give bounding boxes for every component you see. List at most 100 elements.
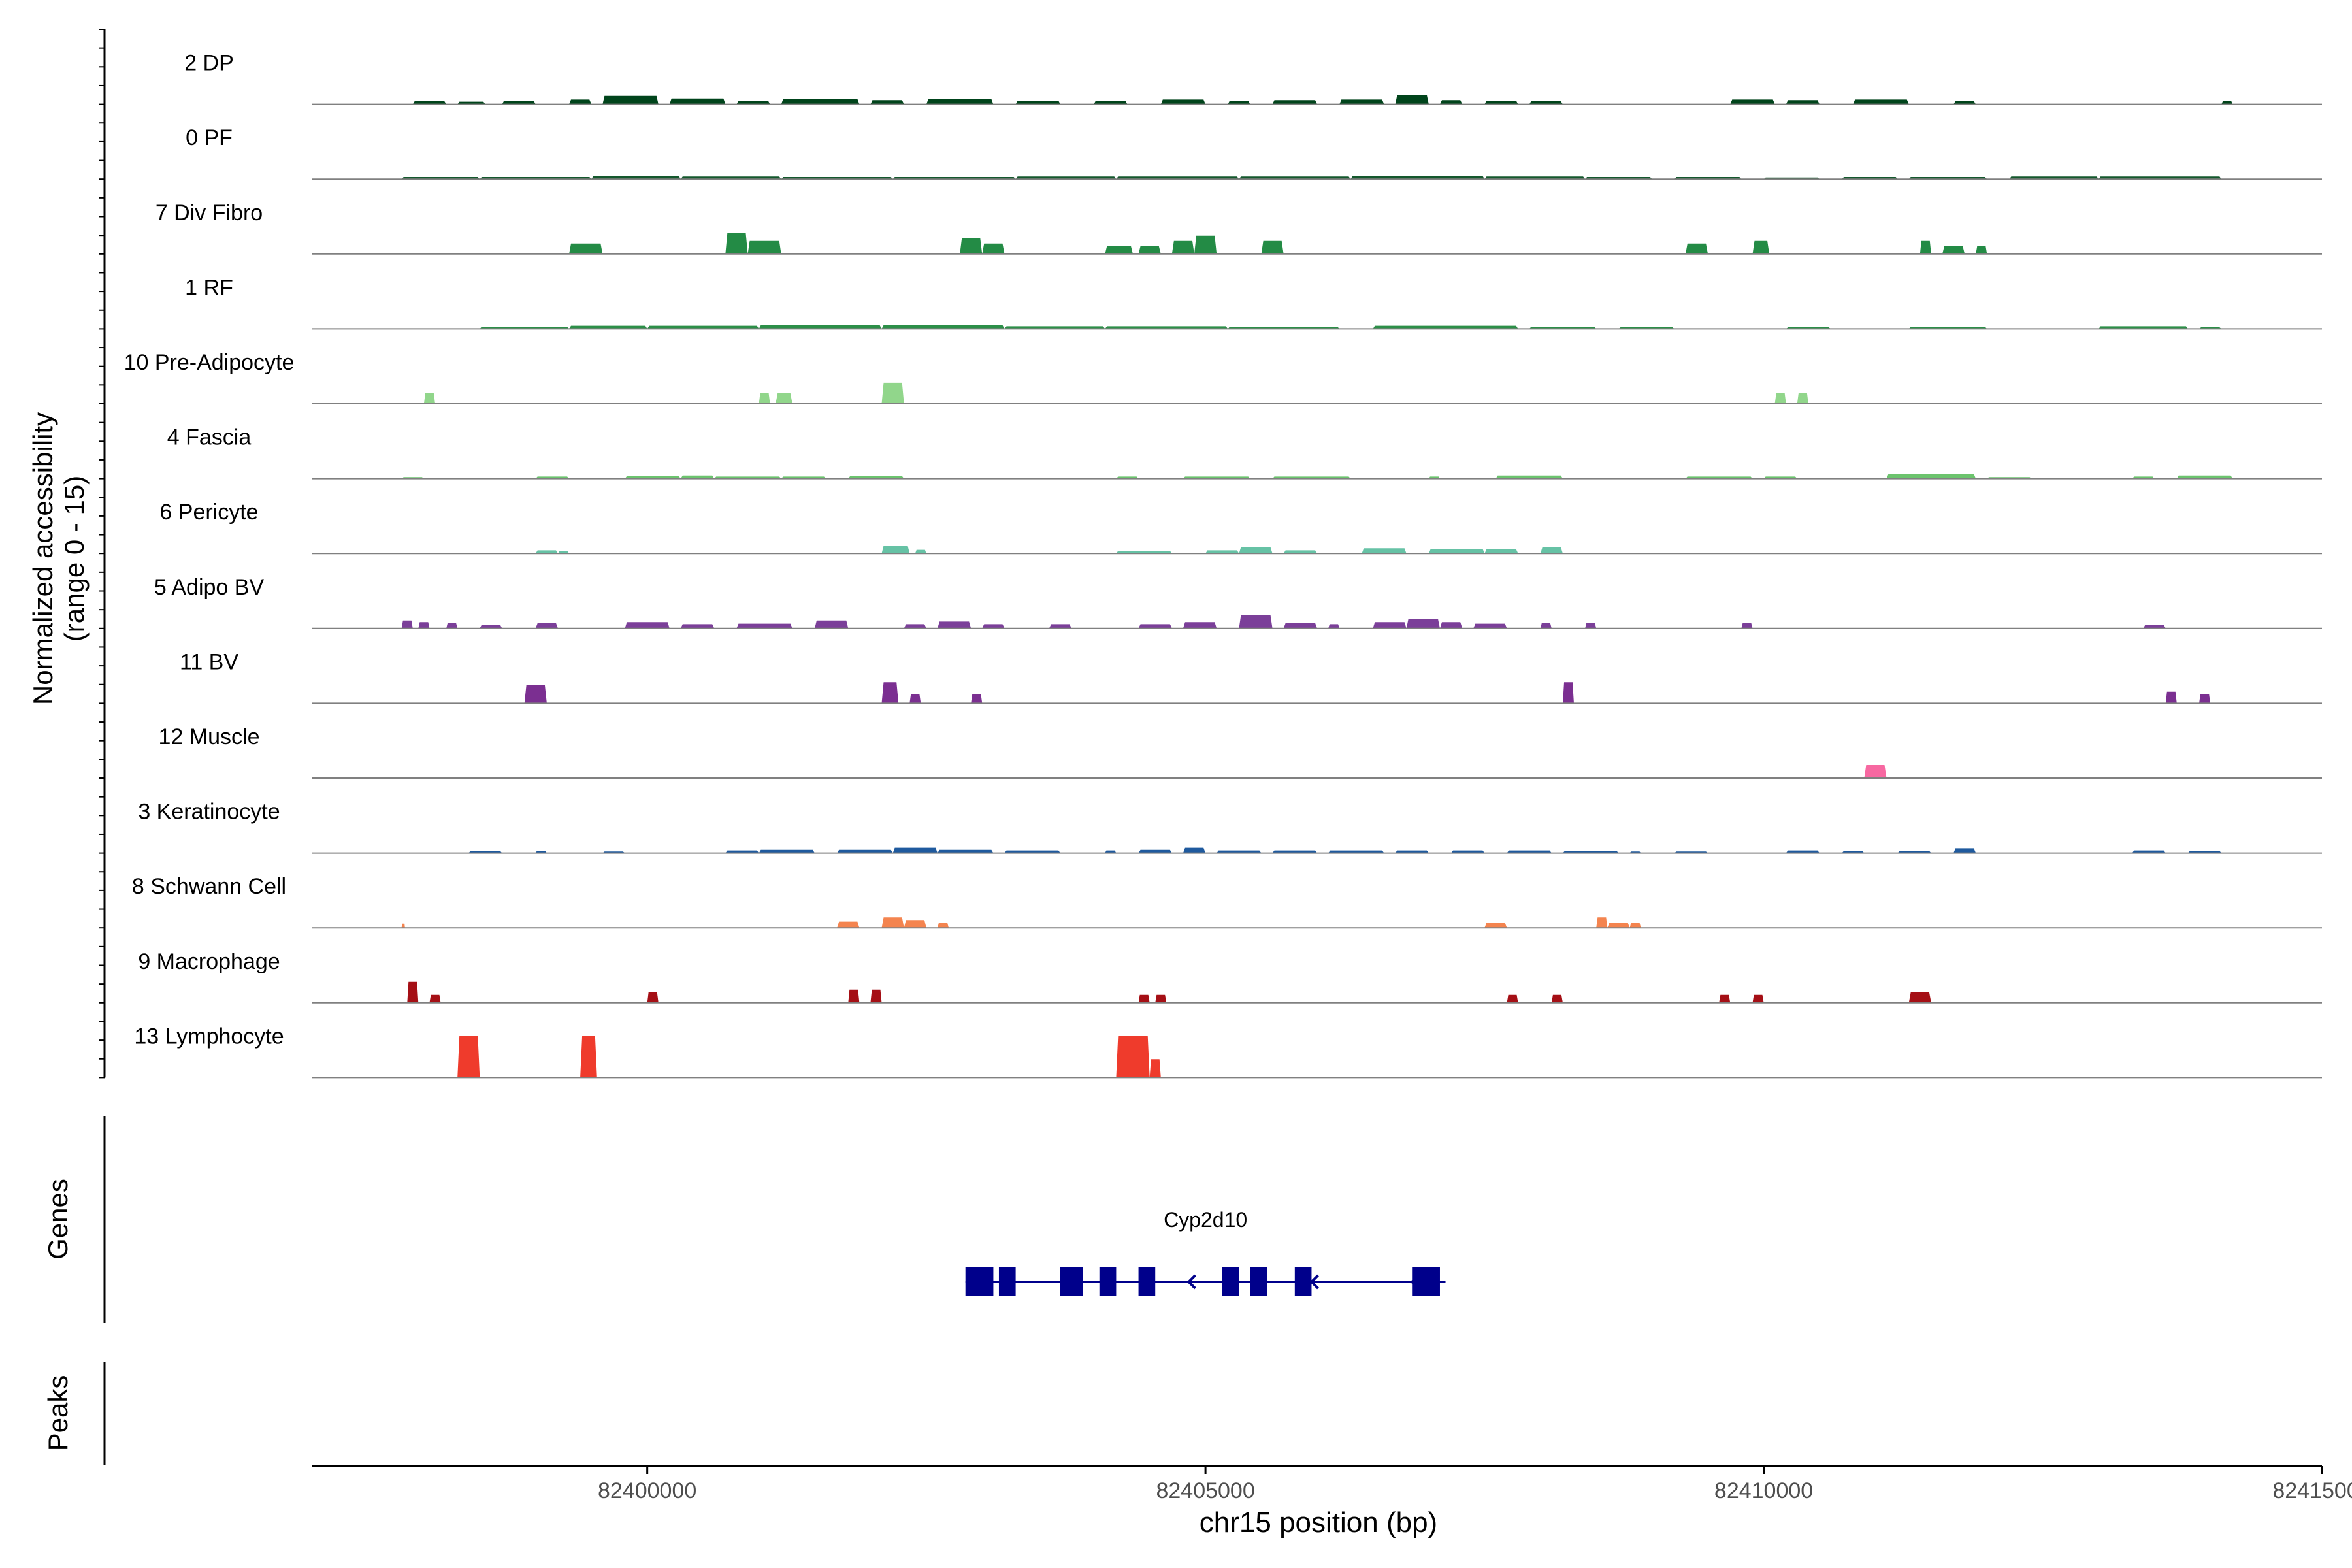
- coverage-peak: [1629, 923, 1641, 928]
- coverage-peak: [647, 992, 659, 1003]
- coverage-peak: [2176, 475, 2233, 479]
- gene-exon: [1138, 1267, 1156, 1296]
- coverage-peak: [881, 917, 904, 928]
- track-label: 0 PF: [186, 125, 233, 150]
- coverage-peak: [1138, 994, 1150, 1003]
- x-tick-label: 82415000: [2272, 1478, 2352, 1503]
- coverage-peak: [1339, 99, 1384, 105]
- coverage-peak: [1138, 624, 1172, 629]
- gene-exon: [1412, 1267, 1440, 1296]
- coverage-peak: [926, 99, 994, 105]
- coverage-peak: [569, 325, 647, 329]
- track: 2 DP: [184, 51, 2322, 105]
- coverage-peak: [1563, 682, 1574, 704]
- coverage-peak: [1015, 101, 1060, 105]
- coverage-peak: [904, 624, 926, 629]
- coverage-peak: [591, 176, 681, 180]
- coverage-peak: [1406, 619, 1440, 629]
- gene-exon: [1250, 1267, 1267, 1296]
- coverage-peak: [625, 622, 670, 629]
- coverage-peak: [1607, 923, 1630, 928]
- coverage-peak: [759, 393, 770, 404]
- coverage-peak: [1797, 393, 1808, 404]
- coverage-peak: [747, 240, 781, 254]
- coverage-peak: [1919, 240, 1931, 254]
- gene: Cyp2d10: [965, 1208, 1446, 1296]
- track-label: 12 Muscle: [159, 725, 260, 749]
- track-label: 5 Adipo BV: [154, 575, 265, 600]
- coverage-peak: [569, 243, 603, 254]
- coverage-peak: [815, 620, 849, 629]
- coverage-peak: [1976, 246, 1987, 254]
- x-tick-label: 82400000: [598, 1478, 696, 1503]
- coverage-peak: [1328, 624, 1340, 629]
- gene-exon: [1099, 1267, 1117, 1296]
- track: 7 Div Fibro: [155, 201, 2322, 255]
- coverage-peak: [2143, 625, 2166, 629]
- coverage-peak: [401, 923, 405, 928]
- track: 12 Muscle: [159, 725, 2322, 779]
- gene-models: Cyp2d10: [965, 1208, 1446, 1296]
- coverage-peak: [1540, 547, 1563, 554]
- coverage-peak: [982, 243, 1005, 254]
- coverage-peak: [837, 921, 860, 928]
- coverage-peak: [580, 1036, 597, 1078]
- coverage-peak: [1160, 99, 1206, 105]
- coverage-peak: [892, 847, 938, 853]
- coverage-peak: [1484, 549, 1518, 554]
- coverage-peak: [1283, 623, 1317, 629]
- coverage-peak: [1395, 95, 1429, 105]
- coverage-peak: [1428, 549, 1485, 554]
- coverage-peak: [602, 95, 659, 105]
- coverage-peak: [1138, 849, 1172, 853]
- coverage-peak: [1373, 622, 1407, 629]
- coverage-peak: [524, 685, 547, 704]
- gene-exon: [1060, 1267, 1083, 1296]
- coverage-peak: [881, 325, 1005, 329]
- coverage-peak: [1540, 623, 1552, 629]
- coverage-peak: [1138, 246, 1161, 254]
- track-label: 4 Fascia: [167, 425, 252, 450]
- gene-exon: [1222, 1267, 1239, 1296]
- coverage-peak: [1350, 176, 1485, 180]
- coverage-peak: [569, 99, 592, 105]
- track-label: 8 Schwann Cell: [132, 874, 286, 899]
- track: 4 Fascia: [167, 425, 2322, 480]
- track: 3 Keratinocyte: [138, 800, 2322, 854]
- track: 1 RF: [185, 275, 2322, 330]
- track: 10 Pre-Adipocyte: [124, 350, 2322, 404]
- coverage-peak: [1786, 100, 1820, 105]
- coverage-peak: [1908, 992, 1931, 1003]
- track-label: 10 Pre-Adipocyte: [124, 350, 295, 375]
- coverage-peak: [938, 849, 994, 853]
- coverage-peak: [457, 1036, 480, 1078]
- coverage-peak: [759, 325, 882, 329]
- track: 0 PF: [186, 125, 2322, 180]
- coverage-peak: [1473, 623, 1507, 629]
- track: 5 Adipo BV: [154, 575, 2322, 629]
- coverage-peak: [502, 101, 536, 105]
- gene-strand-arrow: [1410, 1274, 1420, 1290]
- coverage-peak: [1495, 475, 1563, 479]
- coverage-peak: [1373, 325, 1518, 329]
- coverage-peak: [1228, 101, 1250, 105]
- coverage-peak: [870, 100, 904, 105]
- gene-label: Cyp2d10: [1164, 1208, 1247, 1232]
- coverage-peak: [1049, 624, 1071, 629]
- coverage-peak: [848, 989, 860, 1003]
- coverage-peak: [881, 382, 904, 404]
- coverage-peak: [881, 546, 910, 554]
- gene-exon: [965, 1267, 994, 1296]
- coverage-peak: [401, 620, 413, 629]
- coverage-peak: [1886, 474, 1976, 479]
- gene-exon: [998, 1267, 1016, 1296]
- coverage-peak: [535, 550, 558, 554]
- coverage-peak: [1864, 765, 1887, 778]
- coverage-peak: [776, 393, 792, 404]
- coverage-peak: [647, 325, 759, 329]
- coverage-peak: [1953, 848, 1976, 853]
- coverage-peak: [1116, 1036, 1150, 1078]
- track-label: 6 Pericyte: [159, 500, 258, 525]
- coverage-peak: [982, 624, 1005, 629]
